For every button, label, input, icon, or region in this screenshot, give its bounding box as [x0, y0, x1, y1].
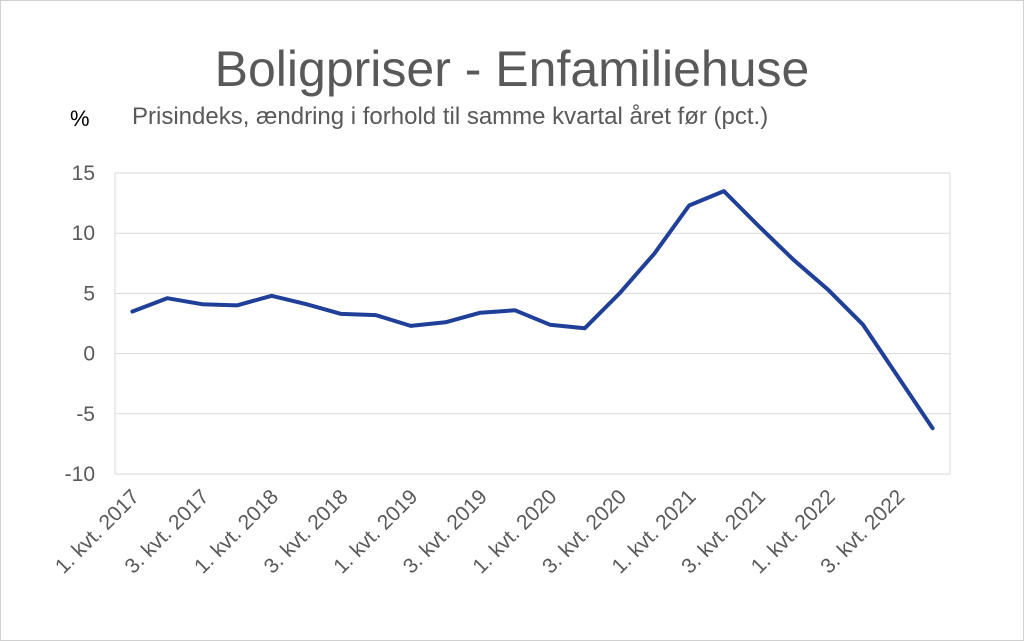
y-axis-ticks: 15 10 5 0 -5 -10	[65, 162, 95, 486]
chart-subtitle: Prisindeks, ændring i forhold til samme …	[132, 103, 769, 130]
y-tick-label: -10	[65, 463, 95, 486]
series-line-0	[130, 189, 935, 431]
series-lines	[130, 189, 935, 431]
y-tick-label: 5	[83, 282, 95, 305]
y-tick-label: -5	[76, 403, 95, 426]
y-tick-label: 0	[83, 343, 95, 366]
y-axis-unit-label: %	[70, 106, 90, 131]
chart-title: Boligpriser - Enfamiliehuse	[214, 41, 810, 97]
y-tick-label: 15	[72, 162, 95, 185]
gridlines	[114, 172, 951, 475]
y-tick-label: 10	[72, 222, 95, 245]
